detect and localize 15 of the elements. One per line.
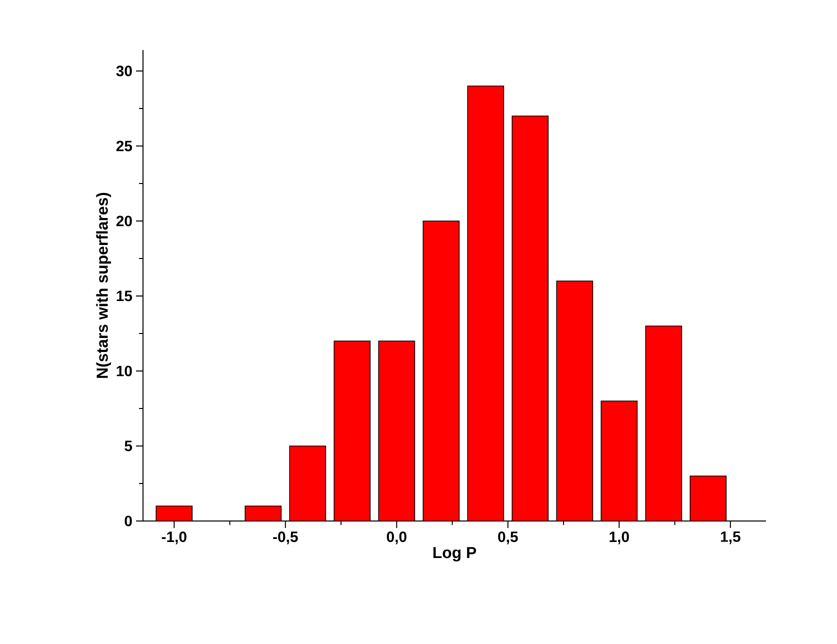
x-tick-label: 1,0 — [610, 532, 629, 544]
x-tick-label: -1,0 — [162, 532, 186, 544]
y-tick-label: 5 — [124, 440, 132, 452]
x-tick-label: -0,5 — [273, 532, 298, 544]
y-tick-label: 25 — [116, 140, 132, 152]
y-tick-label: 30 — [116, 66, 132, 76]
y-tick-label: 20 — [116, 216, 132, 226]
x-axis-title: Log P — [433, 547, 476, 562]
x-tick-label: 0,0 — [386, 532, 406, 544]
x-tick-label: 1,5 — [720, 532, 740, 544]
y-tick-label: 15 — [116, 290, 132, 302]
y-tick-label: 10 — [116, 366, 132, 376]
x-tick-label: 0,5 — [498, 532, 518, 544]
y-tick-label: 0 — [124, 516, 132, 526]
y-axis-title: N(stars with superflares) — [96, 192, 112, 378]
